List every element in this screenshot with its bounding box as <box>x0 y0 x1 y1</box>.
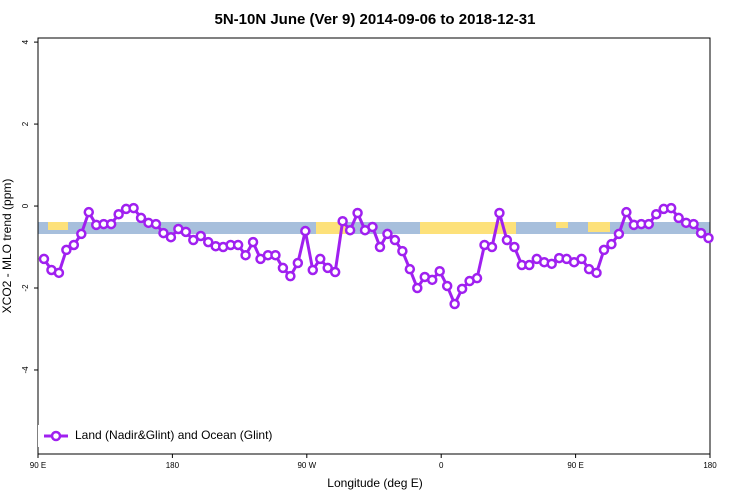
point <box>113 208 124 220</box>
point <box>232 239 244 251</box>
point <box>292 257 304 269</box>
point <box>135 212 147 224</box>
land-patch <box>420 222 516 234</box>
point <box>344 224 356 236</box>
point <box>613 228 625 240</box>
y-axis-label: XCO2 - MLO trend (ppm) <box>0 179 14 314</box>
y-tick-label: 2 <box>21 121 30 126</box>
point <box>53 267 65 279</box>
point <box>367 221 378 233</box>
point <box>76 228 87 240</box>
point <box>501 234 513 246</box>
land-patch <box>588 222 610 232</box>
land-patch <box>48 222 68 230</box>
point <box>449 298 460 310</box>
point <box>105 218 117 230</box>
point <box>591 267 602 279</box>
plot-frame <box>37 37 711 455</box>
point <box>546 258 557 270</box>
point <box>180 226 192 238</box>
point <box>412 282 423 294</box>
point <box>650 208 662 220</box>
y-tick-label: 0 <box>21 203 30 208</box>
point <box>576 253 587 265</box>
point <box>486 241 498 253</box>
point <box>441 280 453 292</box>
x-tick-label: 90 E <box>567 461 583 470</box>
point <box>382 228 393 240</box>
point <box>509 241 520 253</box>
point <box>240 249 251 261</box>
point <box>150 218 162 230</box>
point <box>314 253 326 265</box>
point <box>352 207 363 219</box>
x-tick-label: 90 E <box>30 461 46 470</box>
chart-title: 5N-10N June (Ver 9) 2014-09-06 to 2018-1… <box>214 11 535 28</box>
x-tick-label: 90 W <box>297 461 316 470</box>
land-patch <box>556 222 568 228</box>
point <box>307 264 319 276</box>
point <box>404 263 416 275</box>
point <box>165 231 177 243</box>
point <box>374 241 386 253</box>
point <box>695 227 707 239</box>
point <box>643 218 655 230</box>
point <box>61 244 72 256</box>
legend <box>38 425 288 447</box>
point <box>703 232 714 244</box>
point <box>598 244 610 256</box>
point <box>329 266 341 278</box>
point <box>621 206 632 218</box>
point <box>247 236 259 248</box>
point <box>524 259 535 271</box>
point <box>434 265 445 277</box>
x-tick-label: 180 <box>166 461 180 470</box>
point <box>188 234 199 246</box>
legend-marker <box>50 430 62 442</box>
point <box>397 245 408 257</box>
point <box>68 239 80 251</box>
point <box>277 262 289 274</box>
point <box>202 236 214 248</box>
land-patch <box>316 222 346 234</box>
point <box>606 238 617 250</box>
point <box>38 253 50 265</box>
point <box>158 227 169 239</box>
x-tick-label: 0 <box>439 461 444 470</box>
point <box>494 207 505 219</box>
point <box>456 283 468 295</box>
point <box>300 225 311 237</box>
point <box>389 234 401 246</box>
point <box>128 202 139 214</box>
y-tick-label: -4 <box>21 366 30 374</box>
x-axis-label: Longitude (deg E) <box>327 476 422 490</box>
point <box>665 202 677 214</box>
point <box>673 212 684 224</box>
y-tick-label: 4 <box>21 39 30 44</box>
point <box>195 230 207 242</box>
point <box>426 274 438 286</box>
legend-label: Land (Nadir&Glint) and Ocean (Glint) <box>75 428 272 442</box>
point <box>688 218 699 230</box>
y-tick-label: -2 <box>21 284 30 292</box>
point <box>471 272 483 284</box>
point <box>285 270 296 282</box>
point <box>83 206 95 218</box>
point <box>322 262 333 274</box>
x-tick-label: 180 <box>703 461 717 470</box>
point <box>337 215 348 227</box>
point <box>270 249 281 261</box>
